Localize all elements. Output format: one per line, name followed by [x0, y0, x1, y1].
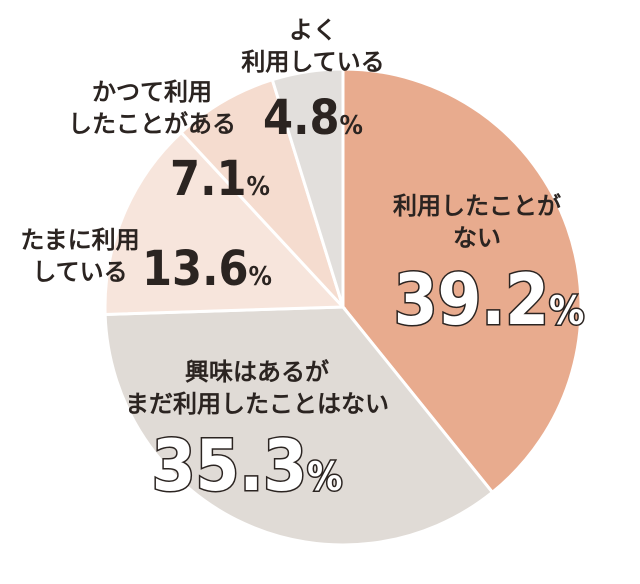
pie-slice-1: [341, 67, 583, 495]
slice-label-2-line-1: 興味はあるが: [185, 358, 329, 386]
slice-label-5-line-2: 利用している: [241, 48, 384, 76]
slice-label-3-line-1: たまに利用: [20, 226, 139, 254]
slice-label-4-line-2: したことがある: [68, 110, 236, 138]
pie-slice-3: [103, 130, 347, 317]
slice-label-5-line-1: よく: [289, 16, 337, 44]
slice-value-3: 13.6%: [142, 241, 272, 297]
slice-value-2: 35.3%: [152, 425, 343, 507]
pie-slice-4: [179, 77, 345, 309]
slice-label-1-line-1: 利用したことが: [393, 192, 561, 220]
slice-value-4: 7.1%: [170, 151, 270, 207]
slice-label-3-line-2: している: [32, 258, 127, 286]
slice-label-4-line-1: かつて利用: [92, 78, 212, 106]
slice-value-5: 4.8%: [263, 90, 363, 146]
slice-label-1-line-2: ない: [453, 224, 501, 252]
slice-value-1: 39.2%: [394, 259, 585, 341]
pie-slice-5: [270, 67, 345, 308]
pie-slice-2: [103, 305, 495, 547]
slice-label-2-line-2: まだ利用したことはない: [125, 390, 389, 418]
